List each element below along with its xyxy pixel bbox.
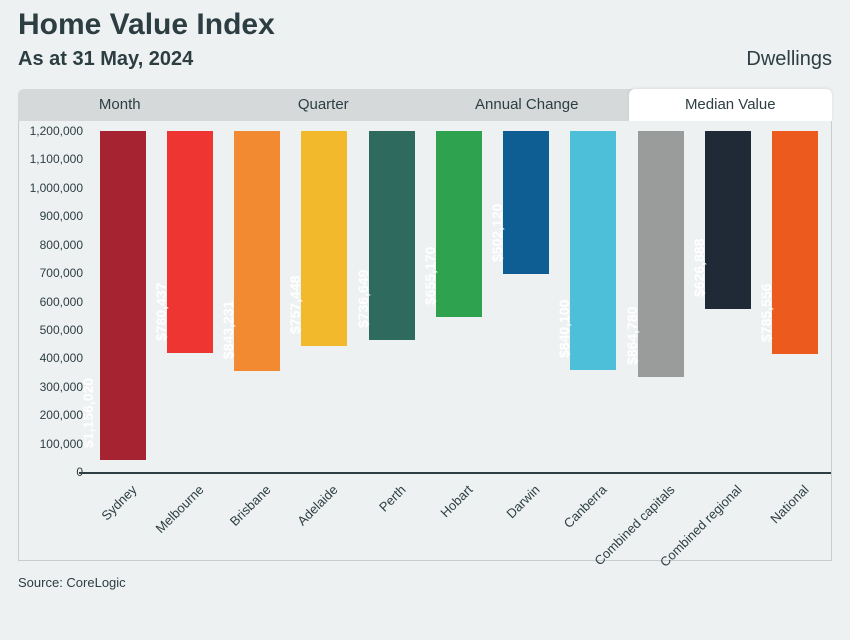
y-tick-label: 600,000 xyxy=(40,295,83,309)
x-label-slot: Combined regional xyxy=(694,476,761,560)
x-axis-line xyxy=(79,472,831,474)
x-axis-label: Adelaide xyxy=(295,482,341,528)
bar-slot: $626,888 xyxy=(694,131,761,472)
bar-value-label: $757,448 xyxy=(287,276,303,334)
y-tick-label: 1,200,000 xyxy=(30,124,83,138)
x-label-slot: Perth xyxy=(358,476,425,560)
bar-value-label: $502,120 xyxy=(489,203,505,261)
y-tick-label: 300,000 xyxy=(40,380,83,394)
bar-slot: $843,231 xyxy=(224,131,291,472)
bar-slot: $502,120 xyxy=(493,131,560,472)
x-label-slot: Sydney xyxy=(89,476,156,560)
y-tick-label: 100,000 xyxy=(40,437,83,451)
y-tick-label: 400,000 xyxy=(40,351,83,365)
y-tick-label: 700,000 xyxy=(40,266,83,280)
x-axis-label: Perth xyxy=(376,482,409,515)
bar-value-label: $843,231 xyxy=(220,300,236,358)
x-axis-label: Brisbane xyxy=(227,482,274,529)
source-label: Source: CoreLogic xyxy=(18,575,832,590)
tab-quarter[interactable]: Quarter xyxy=(222,89,426,121)
bar-brisbane[interactable]: $843,231 xyxy=(234,131,280,371)
x-label-slot: Hobart xyxy=(425,476,492,560)
x-axis-label: National xyxy=(768,482,812,526)
bar-combined-capitals[interactable]: $864,780 xyxy=(638,131,684,377)
bar-slot: $736,649 xyxy=(358,131,425,472)
tab-annual-change[interactable]: Annual Change xyxy=(425,89,629,121)
bar-slot: $1,156,020 xyxy=(89,131,156,472)
tab-median-value[interactable]: Median Value xyxy=(629,89,833,121)
bar-sydney[interactable]: $1,156,020 xyxy=(100,131,146,460)
x-label-slot: Brisbane xyxy=(224,476,291,560)
as-at-label: As at 31 May, 2024 xyxy=(18,48,193,71)
y-tick-label: 900,000 xyxy=(40,209,83,223)
x-axis-label: Canberra xyxy=(561,482,610,531)
chart-title: Home Value Index xyxy=(18,8,832,42)
x-axis-labels: SydneyMelbourneBrisbaneAdelaidePerthHoba… xyxy=(89,476,829,560)
x-axis-label: Hobart xyxy=(437,482,475,520)
bar-value-label: $655,170 xyxy=(422,247,438,305)
x-axis-label: Sydney xyxy=(98,482,139,523)
bar-slot: $785,556 xyxy=(762,131,829,472)
bar-national[interactable]: $785,556 xyxy=(772,131,818,354)
tab-bar: MonthQuarterAnnual ChangeMedian Value xyxy=(18,89,832,121)
x-label-slot: Melbourne xyxy=(156,476,223,560)
bar-slot: $864,780 xyxy=(627,131,694,472)
bar-value-label: $736,649 xyxy=(354,270,370,328)
bar-slot: $780,437 xyxy=(156,131,223,472)
y-tick-label: 500,000 xyxy=(40,323,83,337)
bar-value-label: $840,100 xyxy=(556,299,572,357)
bar-combined-regional[interactable]: $626,888 xyxy=(705,131,751,309)
bar-hobart[interactable]: $655,170 xyxy=(436,131,482,317)
x-label-slot: Darwin xyxy=(493,476,560,560)
x-axis-label: Darwin xyxy=(504,482,543,521)
x-label-slot: Adelaide xyxy=(291,476,358,560)
x-label-slot: National xyxy=(762,476,829,560)
sub-header-row: As at 31 May, 2024 Dwellings xyxy=(18,48,832,71)
bar-slot: $655,170 xyxy=(425,131,492,472)
plot-area: $1,156,020 $780,437 $843,231 $757,448 $736,6… xyxy=(89,131,829,472)
bar-darwin[interactable]: $502,120 xyxy=(503,131,549,274)
bar-melbourne[interactable]: $780,437 xyxy=(167,131,213,353)
chart-area: $1,156,020 $780,437 $843,231 $757,448 $736,6… xyxy=(18,121,832,561)
bar-value-label: $785,556 xyxy=(758,284,774,342)
bar-slot: $757,448 xyxy=(291,131,358,472)
bar-value-label: $864,780 xyxy=(624,306,640,364)
y-tick-label: 200,000 xyxy=(40,408,83,422)
dwellings-label: Dwellings xyxy=(746,48,832,71)
bar-value-label: $780,437 xyxy=(153,282,169,340)
y-tick-label: 1,100,000 xyxy=(30,152,83,166)
bar-value-label: $626,888 xyxy=(691,239,707,297)
tab-month[interactable]: Month xyxy=(18,89,222,121)
x-axis-label: Melbourne xyxy=(152,482,206,536)
bar-canberra[interactable]: $840,100 xyxy=(570,131,616,370)
bar-adelaide[interactable]: $757,448 xyxy=(301,131,347,346)
y-tick-label: 800,000 xyxy=(40,238,83,252)
y-tick-label: 1,000,000 xyxy=(30,181,83,195)
bar-slot: $840,100 xyxy=(560,131,627,472)
bars-container: $1,156,020 $780,437 $843,231 $757,448 $736,6… xyxy=(89,131,829,472)
bar-perth[interactable]: $736,649 xyxy=(369,131,415,340)
